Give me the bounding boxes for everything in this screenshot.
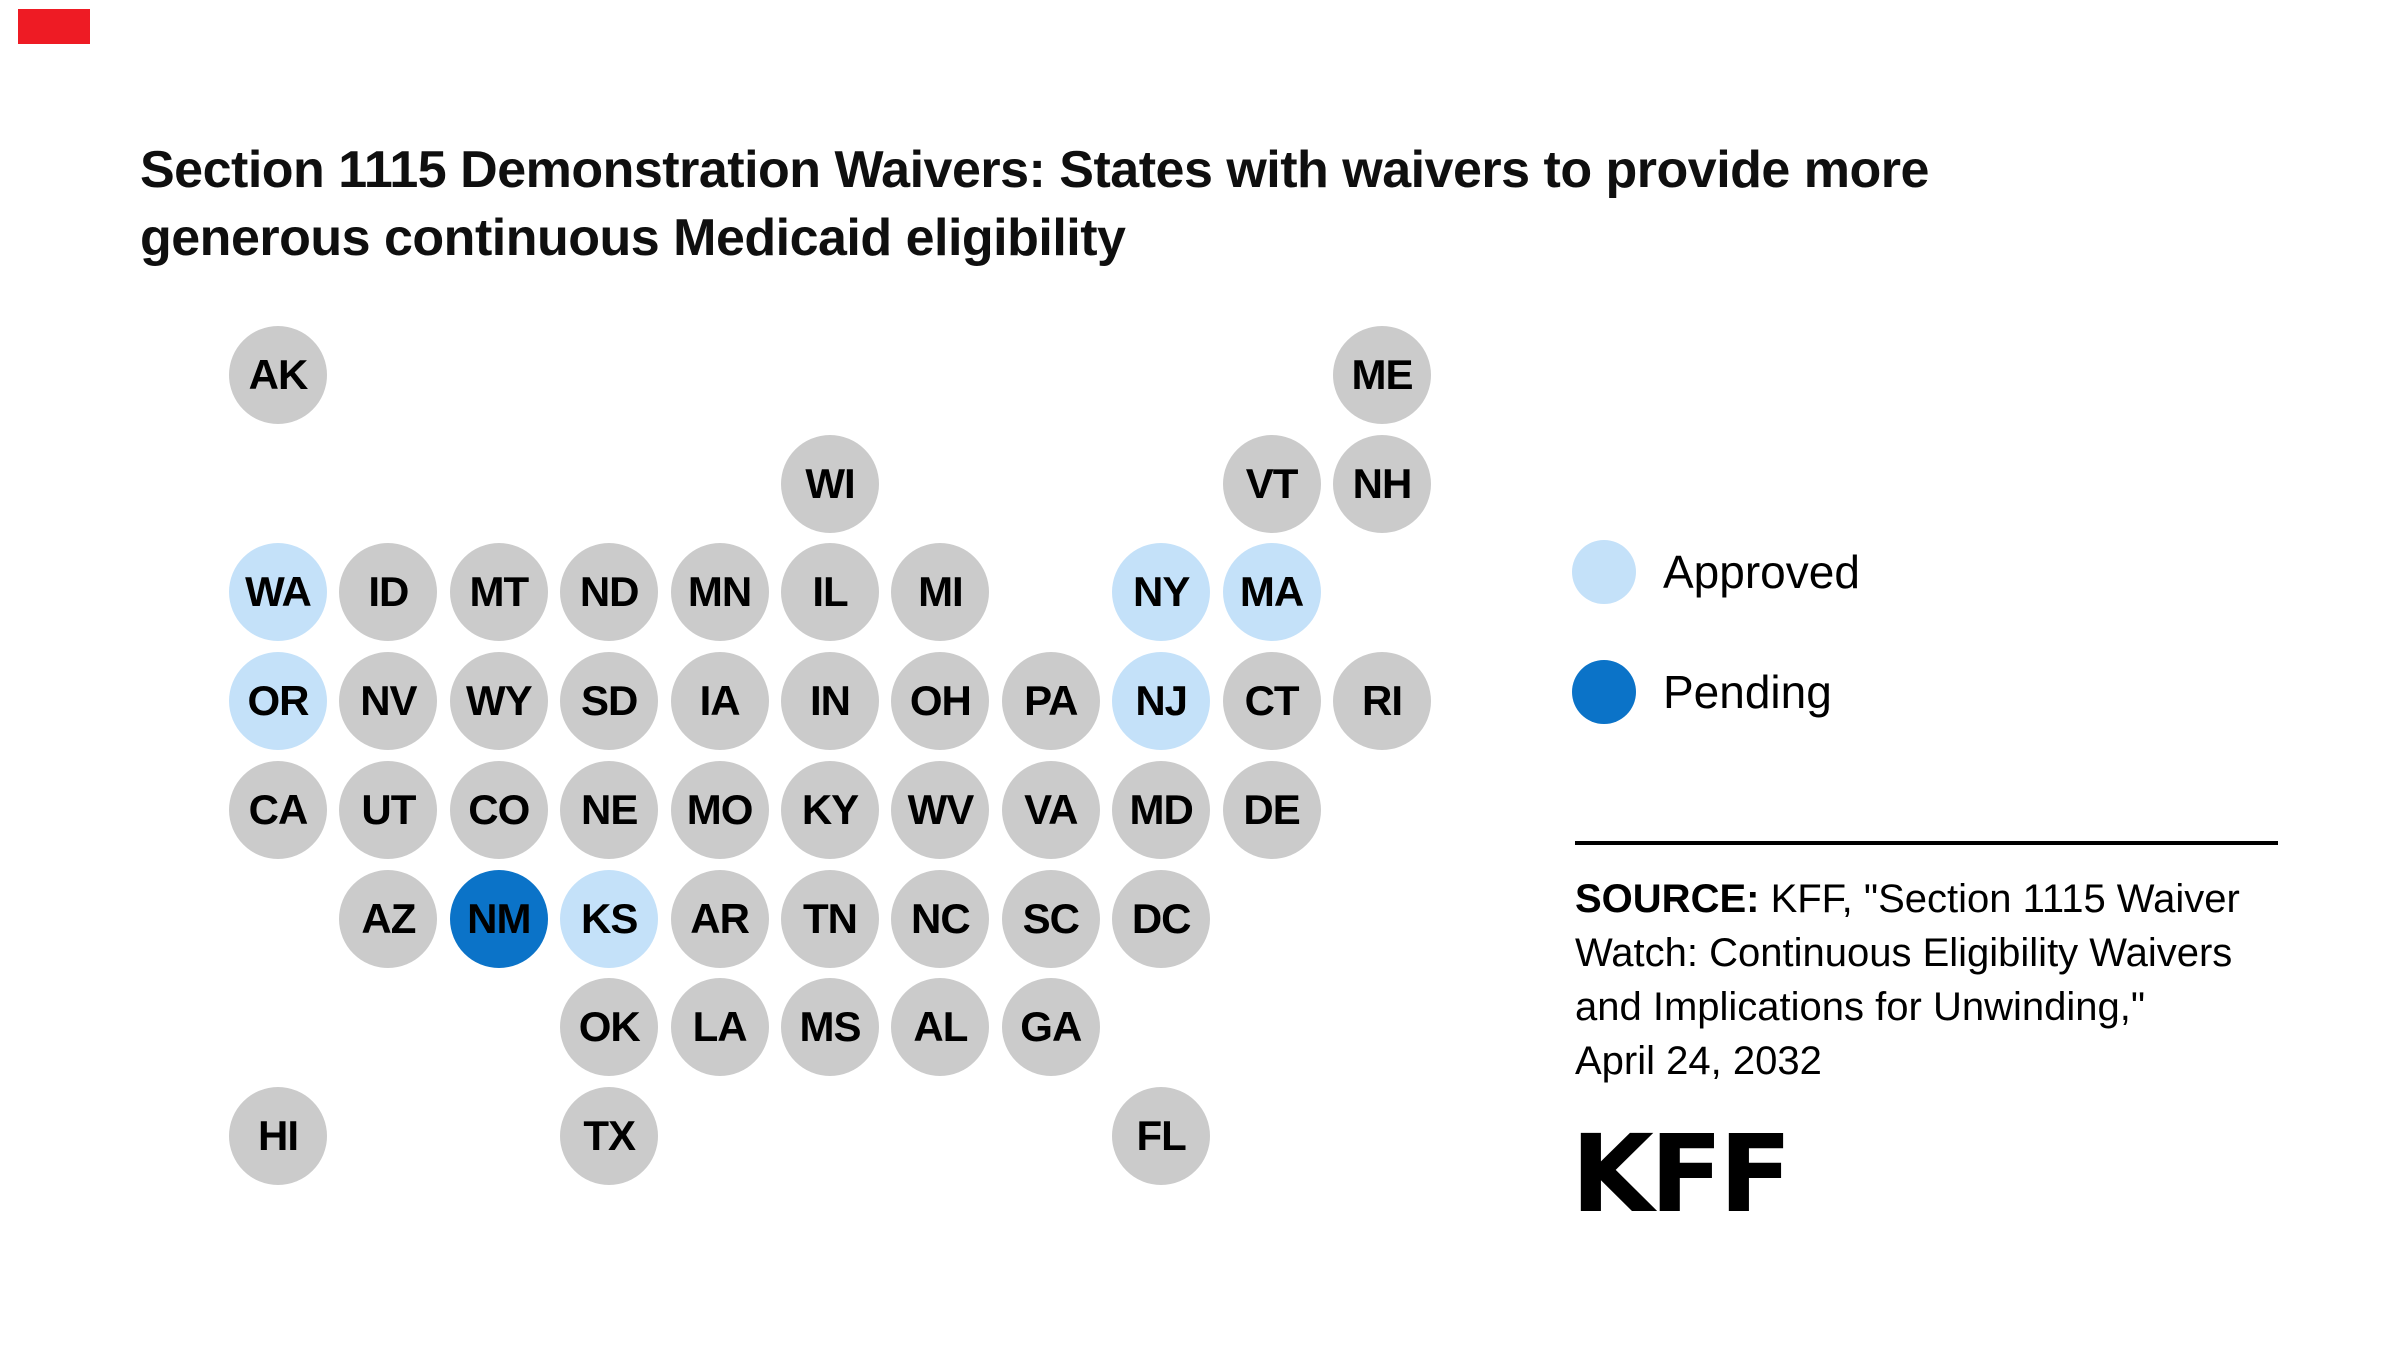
state-tile-ar: AR [670,869,769,968]
state-tile-me: ME [1333,326,1431,424]
state-tile-nj: NJ [1112,652,1211,751]
state-tile-nd: ND [560,543,659,642]
state-tile-dc: DC [1112,869,1211,968]
legend-label-pending: Pending [1663,666,1832,718]
state-tile-id: ID [339,543,438,642]
state-tile-ut: UT [339,760,438,859]
state-tile-la: LA [670,978,769,1077]
state-tile-ne: NE [560,760,659,859]
state-tile-mt: MT [449,543,548,642]
state-tile-ct: CT [1222,652,1321,751]
source-line-4: April 24, 2032 [1575,1039,1822,1083]
legend-swatch-pending [1572,660,1636,724]
source-divider [1575,841,2278,845]
chart-title: Section 1115 Demonstration Waivers: Stat… [140,136,2360,272]
state-tile-wv: WV [891,760,990,859]
state-tile-wa: WA [229,543,327,642]
state-tile-mi: MI [891,543,990,642]
legend-item-approved: Approved [1572,540,1860,604]
legend-label-approved: Approved [1663,546,1860,598]
state-tile-sd: SD [560,652,659,751]
source-line-2: Watch: Continuous Eligibility Waivers [1575,931,2233,975]
state-tile-fl: FL [1112,1086,1211,1185]
state-tile-ri: RI [1333,652,1431,751]
source-label: SOURCE: [1575,877,1760,921]
state-tile-mn: MN [670,543,769,642]
state-tile-md: MD [1112,760,1211,859]
state-tile-ks: KS [560,869,659,968]
source-note: SOURCE: KFF, "Section 1115 Waiver Watch:… [1575,872,2335,1088]
state-tile-tn: TN [781,869,879,968]
chart-title-line-2: generous continuous Medicaid eligibility [140,209,1126,267]
state-tile-wy: WY [449,652,548,751]
state-tile-hi: HI [229,1086,327,1185]
legend-item-pending: Pending [1572,660,1832,724]
source-line-3: and Implications for Unwinding," [1575,985,2146,1029]
state-tile-ma: MA [1222,543,1321,642]
state-tile-ga: GA [1001,978,1100,1077]
state-tile-nh: NH [1333,434,1431,533]
corner-marker [18,9,90,44]
state-tile-wi: WI [781,434,879,533]
state-tile-ak: AK [229,326,327,424]
state-tile-ky: KY [781,760,879,859]
state-tile-ny: NY [1112,543,1211,642]
kff-logo: KFF [1571,1113,1792,1237]
state-tile-or: OR [229,652,327,751]
state-tile-nc: NC [891,869,990,968]
state-tile-al: AL [891,978,990,1077]
state-tile-de: DE [1222,760,1321,859]
state-tile-pa: PA [1001,652,1100,751]
state-tile-ia: IA [670,652,769,751]
state-tile-nm: NM [449,869,548,968]
state-tile-az: AZ [339,869,438,968]
legend-swatch-approved [1572,540,1636,604]
chart-title-line-1: Section 1115 Demonstration Waivers: Stat… [140,141,1929,199]
state-tile-tx: TX [560,1086,659,1185]
state-tile-vt: VT [1222,434,1321,533]
state-tile-il: IL [781,543,879,642]
source-line-1: KFF, "Section 1115 Waiver [1759,877,2240,921]
state-tile-sc: SC [1001,869,1100,968]
state-tile-ok: OK [560,978,659,1077]
state-tile-in: IN [781,652,879,751]
state-tile-oh: OH [891,652,990,751]
state-tile-mo: MO [670,760,769,859]
state-tile-nv: NV [339,652,438,751]
state-tile-ms: MS [781,978,879,1077]
state-tile-ca: CA [229,760,327,859]
state-tile-co: CO [449,760,548,859]
state-tile-va: VA [1001,760,1100,859]
